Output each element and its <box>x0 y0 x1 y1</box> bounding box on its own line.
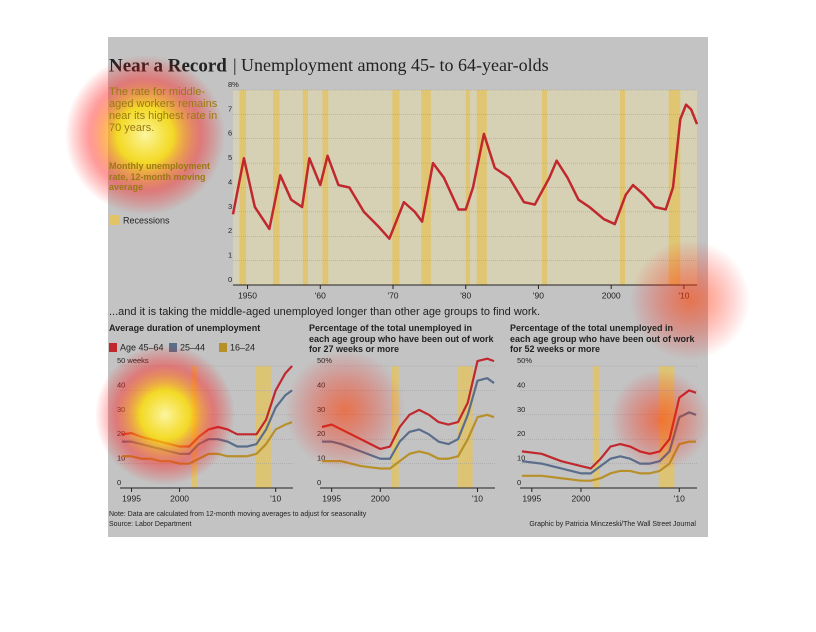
credit: Graphic by Patricia Minczeski/The Wall S… <box>529 521 696 528</box>
y-tick-label: 3 <box>228 202 232 211</box>
recession-label: Recessions <box>123 215 170 225</box>
x-tick-label: '10 <box>472 493 483 503</box>
recession-band <box>273 90 280 285</box>
recession-band <box>391 366 399 488</box>
y-tick-label: 8% <box>228 80 239 89</box>
y-tick-label: 40 <box>317 380 325 389</box>
y-tick-label: 40 <box>517 380 525 389</box>
y-tick-label: 2 <box>228 226 232 235</box>
y-tick-label: 10 <box>517 454 525 463</box>
note: Note: Data are calculated from 12-month … <box>109 511 367 518</box>
x-tick-label: 2000 <box>602 290 621 300</box>
y-tick-label: 10 <box>117 454 125 463</box>
x-tick-label: '10 <box>270 493 281 503</box>
annotation: The rate for middle-aged workers remains… <box>109 86 218 134</box>
y-tick-label: 20 <box>317 429 325 438</box>
y-tick-label: 30 <box>517 405 525 414</box>
recession-band <box>457 366 473 488</box>
legend-swatch <box>169 343 177 352</box>
divider: | <box>233 55 237 75</box>
recession-band <box>191 366 198 488</box>
x-tick-label: '80 <box>460 290 471 300</box>
y-tick-label: 6 <box>228 129 232 138</box>
subhead: ...and it is taking the middle-aged unem… <box>109 306 540 318</box>
x-tick-label: 1995 <box>322 493 341 503</box>
y-tick-label: 0 <box>117 478 121 487</box>
x-tick-label: '70 <box>387 290 398 300</box>
x-tick-label: 2000 <box>170 493 189 503</box>
x-tick-label: 2000 <box>371 493 390 503</box>
legend-swatch <box>219 343 227 352</box>
y-tick-label: 30 <box>317 405 325 414</box>
recession-band <box>255 366 271 488</box>
series-line <box>231 103 699 240</box>
y-tick-label: 20 <box>517 429 525 438</box>
x-tick-label: '10 <box>678 290 689 300</box>
y-tick-label: 50% <box>317 356 332 365</box>
recession-band <box>239 90 247 285</box>
x-tick-label: 2000 <box>572 493 591 503</box>
x-tick-label: '60 <box>315 290 326 300</box>
x-tick-label: 1995 <box>522 493 541 503</box>
y-tick-label: 7 <box>228 104 232 113</box>
x-tick-label: '10 <box>674 493 685 503</box>
y-tick-label: 4 <box>228 177 232 186</box>
y-tick-label: 50% <box>517 356 532 365</box>
y-tick-label: 30 <box>117 405 125 414</box>
legend-label: 25–44 <box>180 342 205 352</box>
headline-sub: Unemployment among 45- to 64-year-olds <box>241 55 549 75</box>
panel-title: Percentage of the total unemployed in ea… <box>510 323 695 354</box>
legend-label: 16–24 <box>230 342 255 352</box>
x-tick-label: 1950 <box>238 290 257 300</box>
y-tick-label: 5 <box>228 153 232 162</box>
x-tick-label: 1995 <box>122 493 141 503</box>
y-tick-label: 50 weeks <box>117 356 149 365</box>
panel-title: Percentage of the total unemployed in ea… <box>309 323 494 354</box>
recession-swatch <box>109 215 119 225</box>
y-tick-label: 1 <box>228 251 232 260</box>
panel-title: Average duration of unemployment <box>109 323 261 333</box>
headline: Near a Record <box>109 55 227 76</box>
y-label: Monthly unemployment rate, 12-month movi… <box>109 161 210 192</box>
recession-band <box>619 90 625 285</box>
recession-band <box>592 366 600 488</box>
source: Source: Labor Department <box>109 521 192 528</box>
legend-swatch <box>109 343 117 352</box>
legend-label: Age 45–64 <box>120 342 164 352</box>
recession-band <box>421 90 431 285</box>
x-tick-label: '90 <box>533 290 544 300</box>
recession-band <box>668 90 681 285</box>
y-tick-label: 0 <box>317 478 321 487</box>
y-tick-label: 0 <box>228 275 232 284</box>
y-tick-label: 40 <box>117 380 125 389</box>
y-tick-label: 0 <box>517 478 521 487</box>
